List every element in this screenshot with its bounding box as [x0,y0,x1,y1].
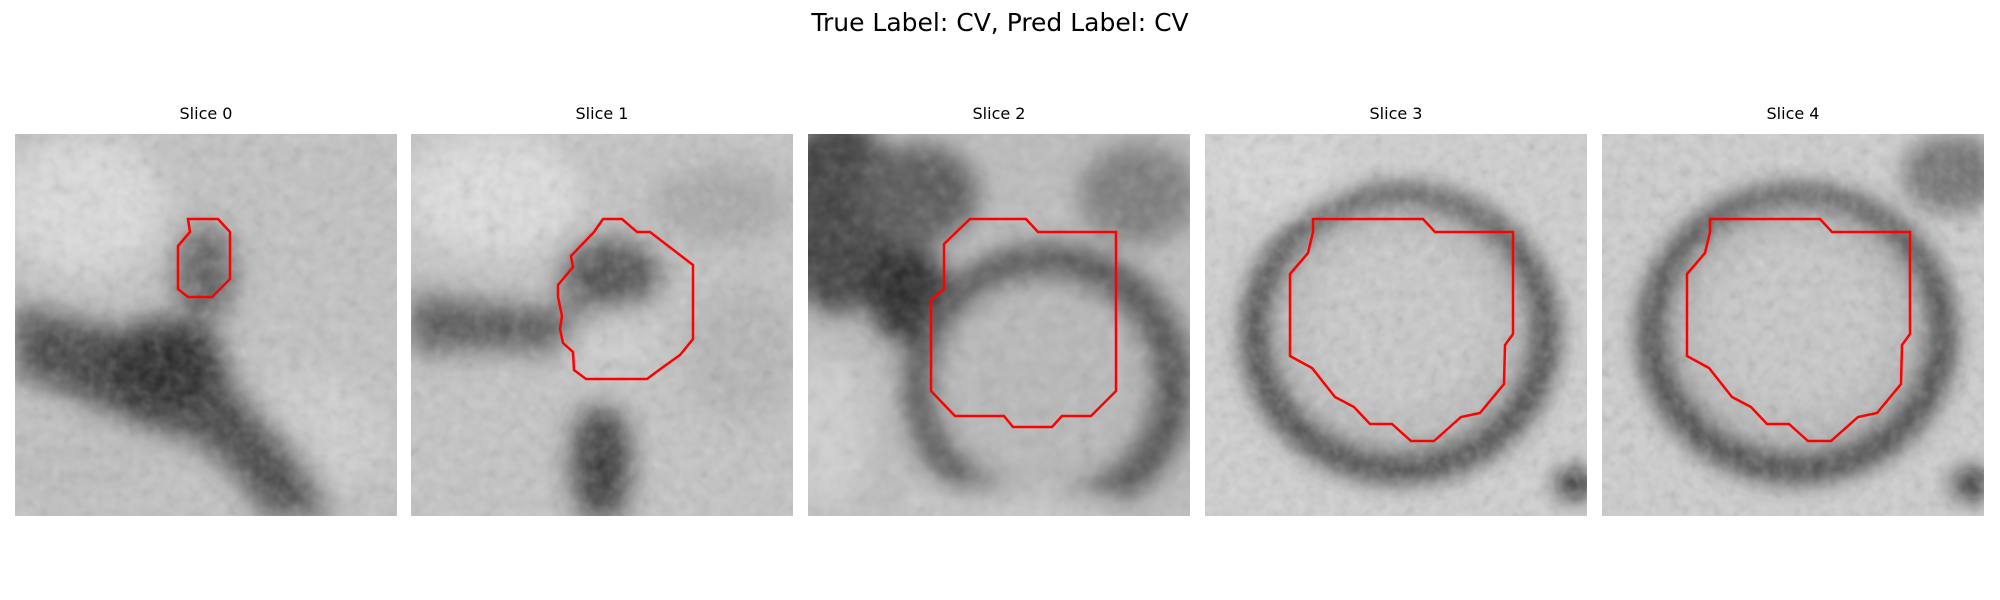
contour-polygon-3 [1288,217,1515,443]
slice-title-2: Slice 2 [972,104,1026,123]
contour-polygon-2 [929,217,1118,429]
slice-panel-4: Slice 4 [1602,104,1984,516]
contour-polygon-1 [556,217,695,381]
slice-panel-2: Slice 2 [808,104,1190,516]
slice-title-0: Slice 0 [179,104,233,123]
slice-image-1 [411,134,793,516]
slice-title-3: Slice 3 [1369,104,1423,123]
contour-polygon-4 [1685,217,1912,443]
slice-panel-1: Slice 1 [411,104,793,516]
contour-polygon-0 [176,217,232,299]
figure-title: True Label: CV, Pred Label: CV [811,8,1189,37]
slice-image-2 [808,134,1190,516]
slice-panel-3: Slice 3 [1205,104,1587,516]
slice-image-0 [15,134,397,516]
slice-panel-0: Slice 0 [15,104,397,516]
slice-image-3 [1205,134,1587,516]
slice-image-4 [1602,134,1984,516]
slice-title-1: Slice 1 [575,104,629,123]
slice-title-4: Slice 4 [1766,104,1820,123]
